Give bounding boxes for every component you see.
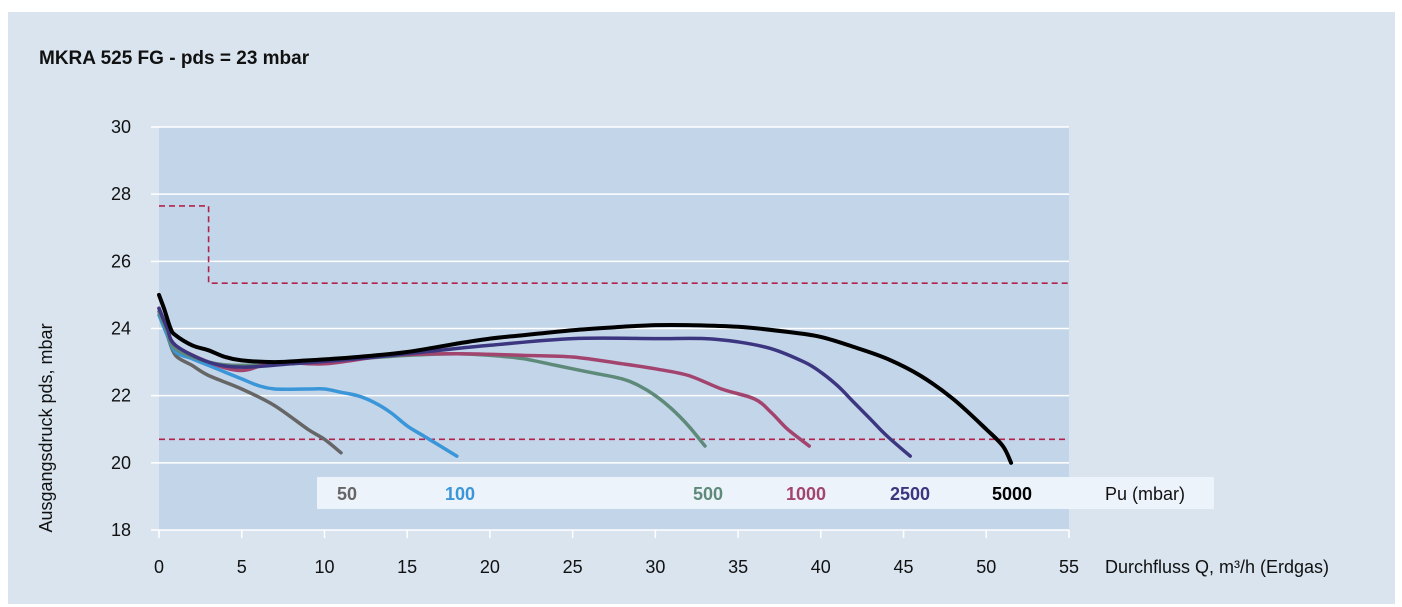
legend-label-2500: 2500 (890, 484, 930, 504)
x-tick-label: 0 (154, 557, 164, 577)
x-tick-label: 40 (811, 557, 831, 577)
y-tick-label: 22 (111, 386, 131, 406)
x-tick-label: 25 (563, 557, 583, 577)
series-line-5000 (157, 292, 1014, 465)
limit-line-upper (159, 205, 1069, 285)
x-tick-label: 50 (976, 557, 996, 577)
axis-ticks: 30 28 26 24 22 20 18 0 5 10 15 20 25 30 35 40 45 50 55 (111, 117, 1079, 577)
y-tick-label: 18 (111, 520, 131, 540)
legend: 50 100 500 1000 2500 5000 (337, 484, 1032, 504)
x-tick-label: 20 (480, 557, 500, 577)
y-tick-label: 28 (111, 184, 131, 204)
legend-label-50: 50 (337, 484, 357, 504)
y-axis-label: Ausgangsdruck pds, mbar (36, 323, 56, 532)
legend-title: Pu (mbar) (1105, 484, 1185, 504)
series-lines (157, 292, 1014, 465)
x-tick-label: 30 (645, 557, 665, 577)
x-tick-label: 10 (314, 557, 334, 577)
limit-lines (159, 205, 1069, 441)
x-tick-label: 55 (1059, 557, 1079, 577)
x-tick-label: 35 (728, 557, 748, 577)
y-tick-label: 30 (111, 117, 131, 137)
y-tick-label: 20 (111, 453, 131, 473)
x-tick-label: 45 (894, 557, 914, 577)
x-tick-label: 5 (237, 557, 247, 577)
series-line-2500 (157, 306, 912, 458)
x-axis-label: Durchfluss Q, m³/h (Erdgas) (1105, 557, 1329, 577)
legend-box (317, 477, 1214, 509)
legend-label-500: 500 (693, 484, 723, 504)
legend-label-100: 100 (445, 484, 475, 504)
x-tick-label: 15 (397, 557, 417, 577)
chart-title: MKRA 525 FG - pds = 23 mbar (39, 48, 310, 69)
y-tick-label: 24 (111, 319, 131, 339)
y-tick-label: 26 (111, 251, 131, 271)
legend-label-5000: 5000 (992, 484, 1032, 504)
legend-label-1000: 1000 (786, 484, 826, 504)
